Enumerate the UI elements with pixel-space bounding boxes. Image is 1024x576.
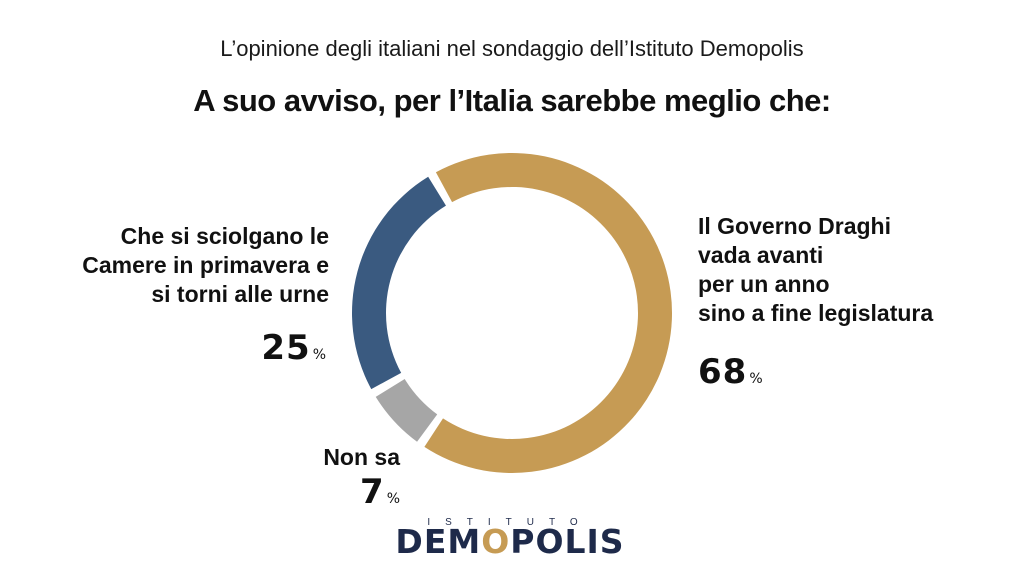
label-line: sino a fine legislatura [698, 300, 934, 326]
value-scioglimento-camere: 25% [0, 328, 326, 368]
logo-text-part: POLIS [510, 522, 625, 561]
label-line: si torni alle urne [151, 281, 329, 307]
label-line: per un anno [698, 271, 830, 297]
donut-chart [352, 153, 672, 474]
label-line: Non sa [323, 444, 400, 470]
chart-subtitle: L’opinione degli italiani nel sondaggio … [220, 36, 804, 61]
slice-governo-draghi [424, 153, 672, 474]
percent-sign: % [312, 347, 326, 363]
label-line: Il Governo Draghi [698, 213, 891, 239]
label-line: Camere in primavera e [82, 252, 329, 278]
value-number: 7 [360, 472, 385, 512]
percent-sign: % [386, 491, 400, 507]
label-scioglimento-camere: Che si sciolgano le Camere in primavera … [0, 222, 329, 309]
slice-non-sa [375, 379, 438, 442]
label-line: Che si sciolgano le [120, 223, 329, 249]
slice-scioglimento-camere [352, 176, 446, 390]
demopolis-logo: DEMOPOLIS [387, 522, 633, 561]
label-line: vada avanti [698, 242, 824, 268]
logo-istituto-text: ISTITUTO [427, 517, 593, 528]
logo-text-part: DEM [395, 522, 482, 561]
label-governo-draghi: Il Governo Draghi vada avanti per un ann… [698, 212, 1018, 328]
logo-text-o: O [481, 522, 511, 561]
value-governo-draghi: 68% [698, 352, 763, 392]
value-number: 25 [261, 328, 311, 368]
value-number: 68 [698, 352, 748, 392]
chart-title: A suo avviso, per l’Italia sarebbe megli… [193, 83, 831, 118]
value-non-sa: 7% [0, 472, 400, 512]
label-non-sa: Non sa [0, 443, 400, 472]
percent-sign: % [749, 371, 763, 387]
